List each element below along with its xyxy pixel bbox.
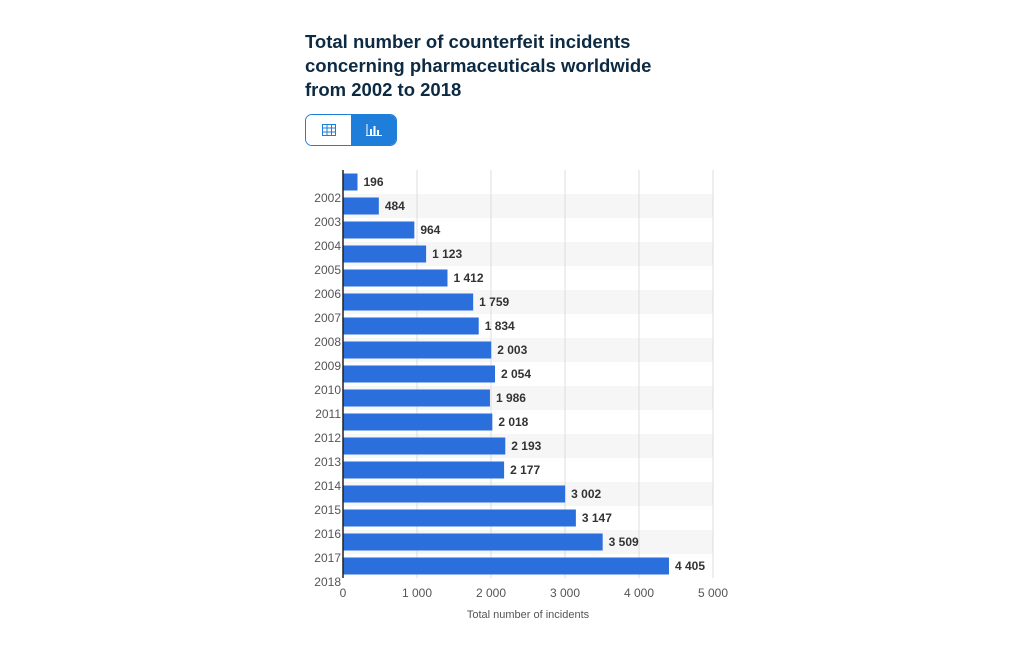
bar [343,221,415,239]
y-tick-label: 2008 [314,335,341,349]
y-tick-label: 2002 [314,191,341,205]
chart-view-button[interactable] [351,115,396,145]
bar [343,245,427,263]
y-tick-label: 2012 [314,431,341,445]
y-tick-label: 2003 [314,215,341,229]
table-view-button[interactable] [306,115,351,145]
y-tick-label: 2018 [314,575,341,589]
y-tick-label: 2014 [314,479,341,493]
y-tick-label: 2017 [314,551,341,565]
value-label: 4 405 [675,559,705,573]
bar [343,533,603,551]
x-tick-label: 2 000 [476,586,506,600]
value-label: 1 123 [432,247,462,261]
bar [343,485,566,503]
value-label: 1 759 [479,295,509,309]
x-axis-title: Total number of incidents [467,609,590,621]
y-tick-label: 2005 [314,263,341,277]
value-label: 2 018 [498,415,528,429]
chart-title: Total number of counterfeit incidents co… [305,31,652,100]
value-label: 3 509 [609,535,639,549]
bar [343,341,492,359]
y-tick-label: 2011 [315,407,341,421]
value-label: 484 [385,199,405,213]
bar [343,437,506,455]
value-label: 964 [420,223,440,237]
bar [343,317,479,335]
bar [343,293,474,311]
y-tick-label: 2013 [314,455,341,469]
y-tick-label: 2004 [314,239,341,253]
x-tick-label: 0 [340,586,347,600]
x-tick-label: 3 000 [550,586,580,600]
value-label: 1 986 [496,391,526,405]
view-toggle[interactable] [305,114,397,146]
x-tick-label: 4 000 [624,586,654,600]
bar [343,509,576,527]
value-label: 3 002 [571,487,601,501]
y-tick-label: 2009 [314,359,341,373]
value-label: 2 054 [501,367,531,381]
y-tick-label: 2016 [314,527,341,541]
bar [343,365,495,383]
bar [343,413,493,431]
bar [343,173,358,191]
value-label: 1 834 [485,319,515,333]
x-tick-label: 1 000 [402,586,432,600]
y-tick-label: 2007 [314,311,341,325]
y-tick-label: 2010 [314,383,341,397]
value-label: 2 193 [511,439,541,453]
value-label: 1 412 [453,271,483,285]
bar [343,389,490,407]
bar [343,269,448,287]
bar [343,557,669,575]
value-label: 3 147 [582,511,612,525]
y-tick-label: 2006 [314,287,341,301]
bar [343,197,379,215]
y-tick-label: 2015 [314,503,341,517]
value-label: 2 177 [510,463,540,477]
table-icon [321,124,336,136]
value-label: 2 003 [497,343,527,357]
bar [343,461,505,479]
row-stripe [343,194,713,218]
value-label: 196 [364,175,384,189]
chart-icon [365,124,382,136]
x-tick-label: 5 000 [698,586,728,600]
